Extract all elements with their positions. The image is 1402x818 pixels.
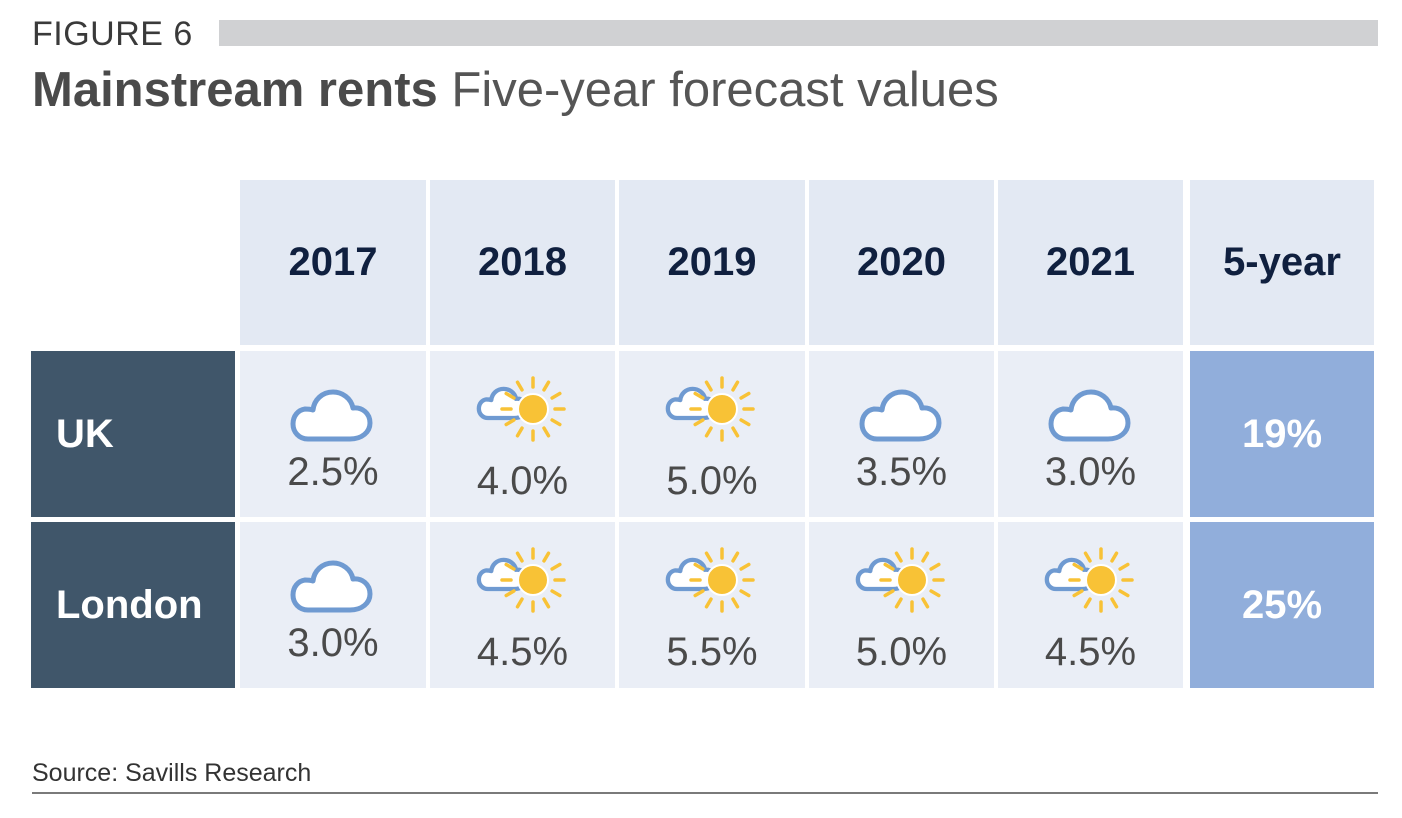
- sun-cloud-icon: [619, 375, 805, 463]
- forecast-value: 4.5%: [476, 630, 569, 674]
- forecast-cell: 3.0%: [240, 522, 426, 688]
- cloud-icon: [240, 560, 426, 648]
- figure-header-bar: [219, 20, 1378, 46]
- sun-cloud-icon: [430, 546, 615, 634]
- forecast-cell: 4.5%: [998, 522, 1183, 688]
- column-header-label: 5-year: [1223, 240, 1341, 284]
- source-note: Source: Savills Research: [32, 759, 312, 787]
- cloud-icon: [998, 389, 1183, 477]
- row-header-label: London: [56, 582, 203, 627]
- column-header: 2018: [430, 180, 615, 345]
- column-header: 2021: [998, 180, 1183, 345]
- forecast-value: 2.5%: [287, 450, 379, 494]
- column-header-label: 2021: [1046, 240, 1135, 284]
- title-bold: Mainstream rents: [32, 63, 438, 117]
- forecast-cell: 3.5%: [809, 351, 994, 517]
- source-divider: [32, 792, 1378, 794]
- row-header-label: UK: [56, 411, 114, 456]
- column-header-label: 2020: [857, 240, 946, 284]
- five-year-total-value: 19%: [1241, 411, 1323, 456]
- forecast-cell: 4.5%: [430, 522, 615, 688]
- forecast-value: 3.0%: [287, 621, 379, 665]
- five-year-total-value: 25%: [1241, 582, 1323, 627]
- forecast-cell: 5.0%: [809, 522, 994, 688]
- forecast-cell: 2.5%: [240, 351, 426, 517]
- cloud-icon: [240, 389, 426, 477]
- forecast-cell: 3.0%: [998, 351, 1183, 517]
- forecast-cell: 4.0%: [430, 351, 615, 517]
- column-header: 2020: [809, 180, 994, 345]
- forecast-cell: 5.0%: [619, 351, 805, 517]
- chart-title: Mainstream rents Five-year forecast valu…: [32, 62, 999, 118]
- row-header: London: [31, 522, 235, 688]
- five-year-total: 19%: [1190, 351, 1374, 517]
- column-header-label: 2018: [478, 240, 567, 284]
- forecast-value: 3.5%: [855, 450, 948, 494]
- title-subtitle: Five-year forecast values: [451, 63, 999, 117]
- forecast-cell: 5.5%: [619, 522, 805, 688]
- forecast-value: 5.0%: [855, 630, 948, 674]
- column-header: 5-year: [1190, 180, 1374, 345]
- sun-cloud-icon: [619, 546, 805, 634]
- column-header-label: 2019: [667, 240, 757, 284]
- forecast-value: 4.5%: [1044, 630, 1137, 674]
- figure-label: FIGURE 6: [32, 15, 193, 53]
- column-header: 2019: [619, 180, 805, 345]
- sun-cloud-icon: [809, 546, 994, 634]
- row-header: UK: [31, 351, 235, 517]
- column-header: 2017: [240, 180, 426, 345]
- five-year-total: 25%: [1190, 522, 1374, 688]
- forecast-value: 4.0%: [476, 459, 569, 503]
- cloud-icon: [809, 389, 994, 477]
- column-header-label: 2017: [288, 240, 378, 284]
- sun-cloud-icon: [998, 546, 1183, 634]
- forecast-value: 5.0%: [666, 459, 758, 503]
- forecast-value: 5.5%: [666, 630, 758, 674]
- sun-cloud-icon: [430, 375, 615, 463]
- forecast-value: 3.0%: [1044, 450, 1137, 494]
